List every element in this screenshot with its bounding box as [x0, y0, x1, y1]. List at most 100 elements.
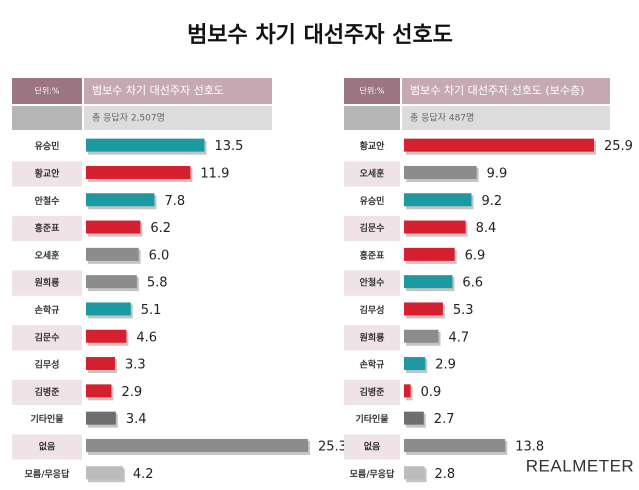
page-title: 범보수 차기 대선주자 선호도	[187, 23, 453, 48]
value-label: 2.9	[435, 358, 456, 373]
category-label: 안철수	[360, 277, 385, 289]
category-label: 유승민	[35, 140, 60, 152]
value-label: 6.9	[465, 248, 486, 263]
category-label: 홍준표	[35, 222, 61, 234]
category-label: 황교안	[35, 167, 61, 179]
value-label: 25.9	[604, 139, 633, 154]
value-label: 5.1	[141, 303, 162, 318]
category-label: 모름/무응답	[25, 468, 70, 480]
value-label: 6.0	[149, 248, 170, 263]
value-label: 25.3	[318, 439, 347, 454]
category-label: 김무성	[360, 304, 385, 316]
bar	[86, 438, 308, 452]
chart-title: 범보수 차기 대선주자 선호도 (보수층)	[410, 84, 584, 97]
value-label: 2.9	[121, 385, 142, 400]
bar	[404, 411, 424, 425]
value-label: 5.3	[453, 303, 474, 318]
value-label: 4.6	[136, 330, 157, 345]
category-label: 없음	[39, 440, 56, 452]
value-label: 7.8	[164, 194, 185, 209]
bar	[404, 466, 425, 480]
row-band	[344, 161, 400, 187]
category-label: 유승민	[360, 195, 385, 207]
category-label: 원희룡	[360, 331, 385, 343]
value-label: 4.7	[448, 330, 469, 345]
unit-cell	[12, 78, 82, 104]
bar	[404, 247, 455, 261]
category-label: 황교안	[360, 140, 386, 152]
bar	[404, 329, 439, 343]
value-label: 5.8	[147, 276, 168, 291]
value-label: 2.8	[435, 467, 456, 482]
value-label: 4.2	[133, 467, 154, 482]
category-label: 김병준	[35, 386, 60, 398]
unit-label: 단위:%	[359, 86, 384, 96]
bar	[404, 275, 453, 289]
row-band	[344, 270, 400, 296]
category-label: 기타인물	[355, 413, 388, 425]
bar	[86, 329, 127, 343]
row-band	[344, 434, 400, 460]
category-label: 김병준	[360, 386, 385, 398]
bar	[404, 165, 477, 179]
row-band	[344, 325, 400, 351]
value-label: 13.8	[515, 439, 544, 454]
bar	[86, 193, 155, 207]
value-label: 8.4	[476, 221, 497, 236]
brand: REALMETER	[526, 456, 634, 475]
row-band	[344, 379, 400, 405]
category-label: 없음	[364, 440, 381, 452]
category-label: 홍준표	[360, 249, 386, 261]
header-cell	[402, 78, 610, 104]
bar	[86, 138, 205, 152]
row-band	[12, 215, 82, 242]
row-band	[344, 215, 400, 242]
category-label: 원희룡	[35, 277, 60, 289]
category-label: 모름/무응답	[350, 468, 395, 480]
bar	[404, 384, 411, 398]
row-band	[12, 434, 82, 460]
bar	[86, 165, 191, 179]
value-label: 3.4	[126, 412, 147, 427]
unit-cell	[344, 78, 400, 104]
sub-cell	[84, 106, 272, 130]
value-label: 3.3	[125, 358, 146, 373]
chart-subtitle: 총 응답자 487명	[410, 112, 474, 124]
bar	[86, 466, 123, 480]
category-label: 오세훈	[360, 167, 385, 179]
category-label: 손학규	[360, 359, 385, 371]
sub-cell-left	[344, 106, 400, 130]
row-band	[12, 270, 82, 296]
sub-cell-left	[12, 106, 82, 130]
value-label: 13.5	[214, 139, 243, 154]
category-label: 기타인물	[30, 413, 63, 425]
value-label: 11.9	[200, 166, 229, 181]
row-band	[12, 325, 82, 351]
bar	[404, 138, 594, 152]
bar	[86, 384, 112, 398]
bar	[86, 220, 141, 234]
bar	[86, 275, 137, 289]
chart-title: 범보수 차기 대선주자 선호도	[92, 84, 224, 97]
unit-label: 단위:%	[34, 86, 59, 96]
header-cell	[84, 78, 272, 104]
category-label: 손학규	[35, 304, 60, 316]
bar	[404, 220, 466, 234]
bar	[86, 411, 116, 425]
sub-cell	[402, 106, 610, 130]
bar	[86, 302, 131, 316]
value-label: 2.7	[434, 412, 455, 427]
bar	[404, 357, 426, 371]
value-label: 0.9	[421, 385, 442, 400]
category-label: 김문수	[360, 222, 385, 234]
bar	[404, 438, 506, 452]
value-label: 6.2	[150, 221, 171, 236]
category-label: 김무성	[35, 359, 60, 371]
value-label: 9.9	[487, 166, 508, 181]
value-label: 9.2	[481, 194, 502, 209]
bar	[404, 193, 472, 207]
bar	[86, 247, 139, 261]
row-band	[12, 161, 82, 187]
